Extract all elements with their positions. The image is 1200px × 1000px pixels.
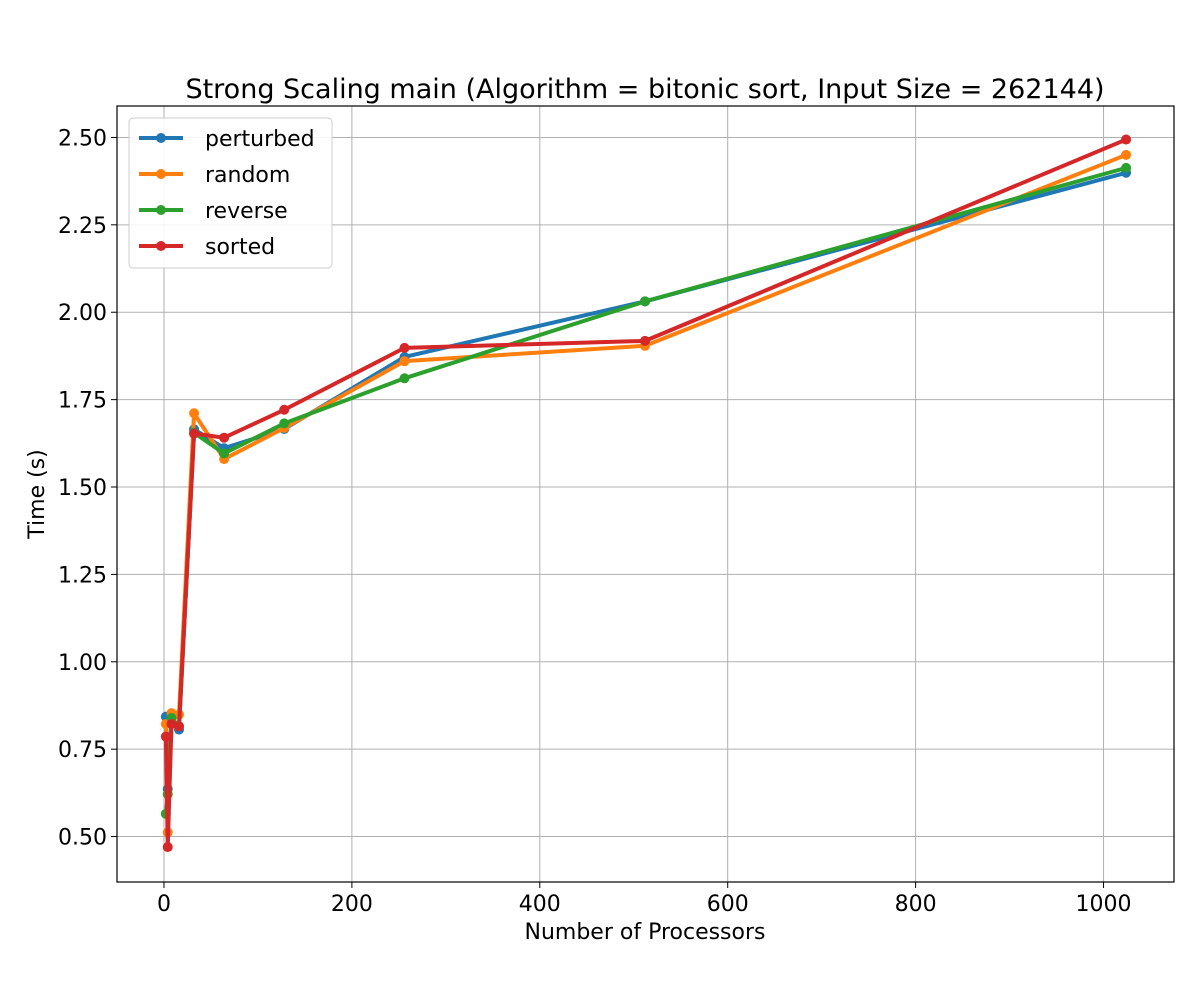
grid-lines	[117, 106, 1174, 882]
data-point-reverse	[279, 418, 290, 429]
legend: perturbed random reverse sorted	[128, 117, 333, 269]
chart-title: Strong Scaling main (Algorithm = bitonic…	[185, 74, 1104, 105]
data-point-sorted	[279, 404, 290, 415]
x-tick-label: 200	[331, 892, 373, 917]
data-point-random	[1121, 149, 1132, 160]
data-point-random	[399, 356, 410, 367]
plot-area-frame	[116, 105, 1175, 883]
data-point-sorted	[160, 731, 171, 742]
legend-label-perturbed: perturbed	[205, 127, 315, 152]
legend-label-reverse: reverse	[205, 199, 288, 224]
data-point-reverse	[640, 296, 651, 307]
series-sorted	[160, 134, 1132, 853]
legend-marker-random	[156, 169, 166, 179]
y-axis-label: Time (s)	[25, 449, 50, 539]
x-tick-label: 400	[519, 892, 561, 917]
data-point-sorted	[162, 842, 173, 853]
y-tick-label: 2.50	[58, 126, 107, 151]
data-point-sorted	[174, 721, 185, 732]
legend-box	[128, 117, 333, 269]
y-tick-label: 1.75	[58, 389, 107, 414]
y-tick-label: 2.00	[58, 301, 107, 326]
y-tick-label: 1.00	[58, 651, 107, 676]
data-point-sorted	[166, 719, 177, 730]
y-tick-label: 0.50	[58, 826, 107, 851]
x-tick-label: 1000	[1076, 892, 1132, 917]
x-axis-ticks: 0 200 400 600 800 1000	[157, 882, 1132, 917]
data-point-reverse	[1121, 162, 1132, 173]
legend-marker-perturbed	[156, 133, 166, 143]
legend-label-random: random	[205, 163, 290, 188]
series-line-sorted	[163, 137, 1129, 850]
plot-series	[160, 134, 1132, 853]
data-point-random	[189, 408, 200, 419]
data-point-reverse	[399, 373, 410, 384]
y-tick-label: 1.50	[58, 476, 107, 501]
legend-marker-reverse	[156, 205, 166, 215]
y-tick-label: 2.25	[58, 214, 107, 239]
y-axis-ticks: 0.50 0.75 1.00 1.25 1.50 1.75 2.00 2.25 2.50	[58, 126, 117, 851]
data-point-sorted	[189, 428, 200, 439]
data-point-sorted	[219, 432, 230, 443]
x-tick-label: 0	[157, 892, 171, 917]
data-point-reverse	[219, 448, 230, 459]
y-tick-label: 1.25	[58, 563, 107, 588]
data-point-sorted	[640, 335, 651, 346]
x-tick-label: 600	[707, 892, 749, 917]
x-tick-label: 800	[895, 892, 937, 917]
y-tick-label: 0.75	[58, 738, 107, 763]
legend-label-sorted: sorted	[205, 235, 275, 260]
data-point-sorted	[399, 342, 410, 353]
x-axis-label: Number of Processors	[525, 920, 766, 945]
data-point-sorted	[1121, 134, 1132, 145]
legend-marker-sorted	[156, 241, 166, 251]
